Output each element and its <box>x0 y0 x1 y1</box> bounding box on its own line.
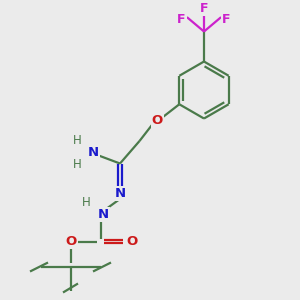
Text: O: O <box>65 235 76 248</box>
Text: H: H <box>73 134 82 147</box>
Text: N: N <box>97 208 109 221</box>
Text: F: F <box>200 2 208 15</box>
Text: H: H <box>73 158 82 171</box>
Text: F: F <box>177 13 186 26</box>
Text: O: O <box>126 235 138 248</box>
Text: H: H <box>82 196 91 209</box>
Text: O: O <box>152 113 163 127</box>
Text: F: F <box>222 13 231 26</box>
Text: N: N <box>88 146 99 159</box>
Text: N: N <box>114 187 126 200</box>
